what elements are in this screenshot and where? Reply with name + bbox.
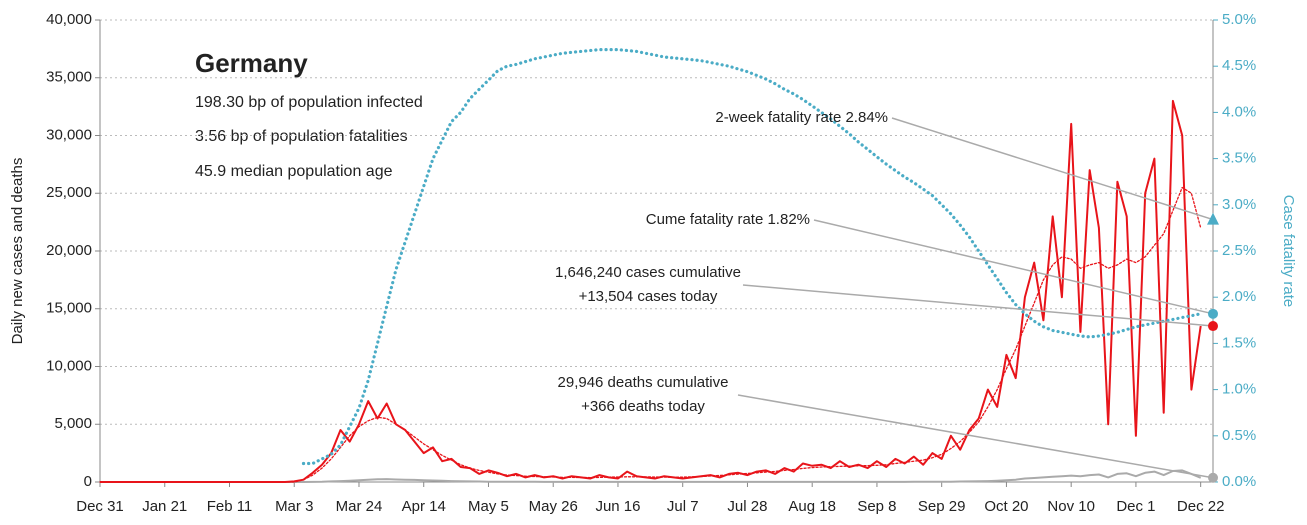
end-marker <box>1208 472 1218 483</box>
info-line: 198.30 bp of population infected <box>195 94 423 111</box>
data-line <box>99 186 1202 483</box>
annotation: 1,646,240 cases cumulative <box>555 264 741 281</box>
y2-tick-label: 4.0% <box>1222 103 1256 120</box>
leader-line <box>813 219 1214 315</box>
y2-tick-label: 1.5% <box>1222 334 1256 351</box>
y-tick-label: 30,000 <box>46 126 92 143</box>
y-tick-label: 10,000 <box>46 357 92 374</box>
y-tick-label: 35,000 <box>46 69 92 86</box>
end-marker <box>1207 212 1219 225</box>
y2-tick-label: 2.5% <box>1222 242 1256 259</box>
end-marker <box>1208 308 1218 319</box>
y-tick-label: 0 <box>84 473 92 490</box>
x-tick-label: Jul 28 <box>727 498 767 515</box>
x-tick-label: Apr 14 <box>402 498 446 515</box>
y-tick-label: 40,000 <box>46 11 92 28</box>
annotation: +366 deaths today <box>581 398 705 415</box>
y2-tick-label: 3.0% <box>1222 196 1256 213</box>
y2-tick-label: 0.0% <box>1222 473 1256 490</box>
x-tick-label: Jun 16 <box>595 498 640 515</box>
y-tick-label: 25,000 <box>46 184 92 201</box>
info-line: 3.56 bp of population fatalities <box>195 128 408 145</box>
info-line: 45.9 median population age <box>195 163 393 180</box>
info-title: Germany <box>195 48 308 78</box>
x-tick-label: Dec 31 <box>76 498 124 515</box>
x-tick-label: Feb 11 <box>207 498 253 515</box>
annotation: +13,504 cases today <box>579 288 718 305</box>
x-tick-label: Jan 21 <box>142 498 187 515</box>
annotation: Cume fatality rate 1.82% <box>646 211 810 228</box>
x-tick-label: Jul 7 <box>667 498 699 515</box>
x-tick-label: Mar 24 <box>336 498 383 515</box>
y-tick-label: 15,000 <box>46 300 92 317</box>
y-tick-label: 20,000 <box>46 242 92 259</box>
y2-tick-label: 0.5% <box>1222 427 1256 444</box>
y2-tick-label: 5.0% <box>1222 11 1256 28</box>
x-tick-label: Mar 3 <box>275 498 313 515</box>
y2-tick-label: 3.5% <box>1222 150 1256 167</box>
x-tick-label: Aug 18 <box>788 498 836 515</box>
y-tick-label: 5,000 <box>54 415 92 432</box>
x-tick-label: May 5 <box>468 498 509 515</box>
data-line <box>301 48 1203 466</box>
y2-axis-title: Case fatality rate <box>1280 195 1297 308</box>
y-axis-title: Daily new cases and deaths <box>9 158 26 345</box>
x-tick-label: Dec 22 <box>1177 498 1225 515</box>
annotation: 2-week fatality rate 2.84% <box>715 109 888 126</box>
x-tick-label: Sep 29 <box>918 498 966 515</box>
leader-line <box>891 117 1214 221</box>
x-tick-label: Nov 10 <box>1047 498 1095 515</box>
data-line <box>100 99 1202 483</box>
leader-line <box>737 394 1214 479</box>
y2-tick-label: 2.0% <box>1222 288 1256 305</box>
leader-line <box>742 284 1214 327</box>
x-tick-label: May 26 <box>529 498 578 515</box>
x-tick-label: Sep 8 <box>857 498 896 515</box>
annotation: 29,946 deaths cumulative <box>558 374 729 391</box>
data-line <box>100 469 1202 483</box>
y2-tick-label: 4.5% <box>1222 57 1256 74</box>
x-tick-label: Oct 20 <box>984 498 1028 515</box>
y2-tick-label: 1.0% <box>1222 381 1256 398</box>
x-tick-label: Dec 1 <box>1116 498 1155 515</box>
end-marker <box>1208 321 1218 332</box>
